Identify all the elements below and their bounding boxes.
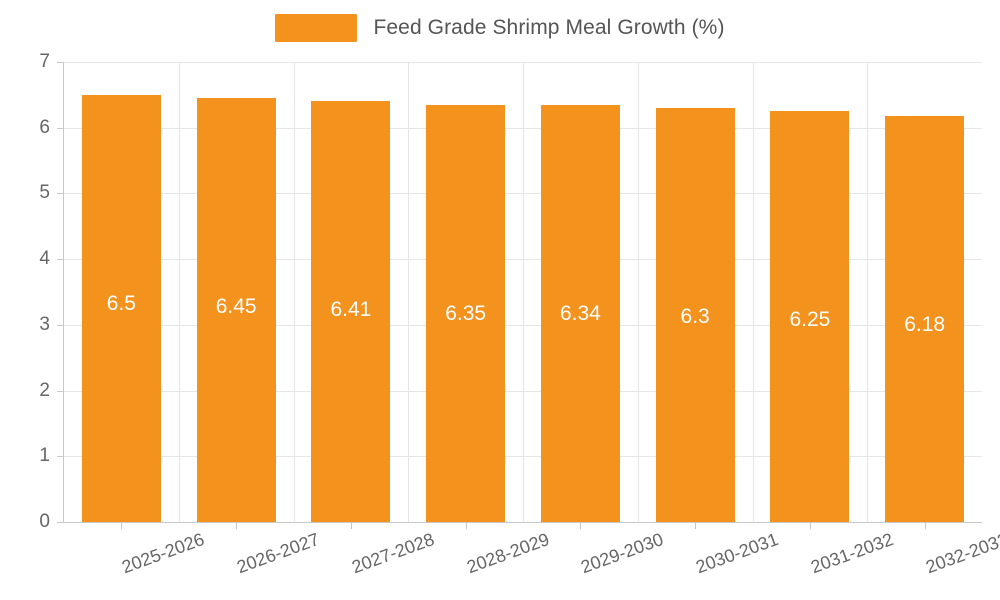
- y-tick-mark: [57, 324, 63, 326]
- y-tick-label: 5: [39, 182, 50, 204]
- bar-series: 6.5 6.45 6.41 6.35 6.34 6.3 6.25 6.18: [64, 62, 982, 522]
- x-label-slot: 2032-2033: [867, 523, 1000, 593]
- x-axis: 2025-2026 2026-2027 2027-2028 2028-2029 2029…: [64, 523, 1000, 593]
- bar-value-label: 6.34: [559, 302, 601, 326]
- y-tick-mark: [57, 62, 63, 63]
- bar-slot: 6.18: [867, 62, 982, 522]
- bar-slot: 6.5: [64, 62, 179, 522]
- y-axis: 0 1 2 3 4 5 6 7: [0, 51, 63, 532]
- x-tick-mark: [236, 523, 238, 529]
- x-label-slot: 2025-2026: [64, 523, 207, 593]
- legend-label-feed-grade-shrimp-meal-growth: Feed Grade Shrimp Meal Growth (%): [373, 16, 725, 39]
- bar-value-label: 6.41: [330, 297, 372, 321]
- bar-slot: 6.3: [638, 62, 753, 522]
- bar-value-label: 6.35: [445, 301, 487, 325]
- x-tick-mark: [924, 523, 926, 529]
- bar[interactable]: 6.18: [885, 115, 965, 522]
- y-tick-mark: [57, 193, 63, 195]
- y-tick-label: 4: [39, 248, 50, 270]
- y-tick-label: 6: [39, 116, 50, 138]
- bar[interactable]: 6.41: [311, 100, 391, 522]
- x-tick-mark: [121, 523, 123, 529]
- y-tick-label: 1: [39, 445, 50, 467]
- x-label-slot: 2028-2029: [408, 523, 552, 593]
- y-tick-mark: [57, 259, 63, 261]
- plot-area: 6.5 6.45 6.41 6.35 6.34 6.3 6.25 6.18: [63, 62, 982, 523]
- bar-value-label: 6.25: [789, 308, 831, 332]
- bar-value-label: 6.45: [215, 295, 257, 319]
- x-tick-mark: [465, 523, 467, 529]
- chart-legend: Feed Grade Shrimp Meal Growth (%): [0, 14, 1000, 42]
- bar-value-label: 6.18: [904, 312, 946, 336]
- y-tick-mark: [57, 522, 63, 523]
- bar[interactable]: 6.35: [426, 104, 506, 522]
- legend-swatch-feed-grade-shrimp-meal-growth: [275, 14, 358, 42]
- x-tick-mark: [809, 523, 811, 529]
- x-label-slot: 2031-2032: [753, 523, 896, 593]
- y-tick-mark: [57, 456, 63, 458]
- y-tick-mark: [57, 127, 63, 129]
- bar-slot: 6.35: [408, 62, 523, 522]
- x-label-slot: 2030-2031: [638, 523, 781, 593]
- bar[interactable]: 6.25: [770, 111, 850, 522]
- x-label-slot: 2029-2030: [523, 523, 666, 593]
- x-label-slot: 2027-2028: [294, 523, 437, 593]
- bar-value-label: 6.5: [106, 291, 136, 315]
- x-tick-mark: [580, 523, 582, 529]
- bar[interactable]: 6.3: [655, 108, 735, 522]
- bar-slot: 6.34: [523, 62, 638, 522]
- bar-slot: 6.25: [753, 62, 868, 522]
- x-tick-mark: [350, 523, 352, 529]
- bar[interactable]: 6.34: [540, 105, 620, 522]
- x-tick-mark: [695, 523, 697, 529]
- bar-slot: 6.45: [179, 62, 294, 522]
- y-tick-label: 3: [39, 313, 50, 335]
- y-tick-label: 7: [39, 51, 50, 72]
- x-tick-label: 2032-2033: [922, 529, 1000, 578]
- x-label-slot: 2026-2027: [179, 523, 322, 593]
- bar[interactable]: 6.45: [196, 98, 276, 522]
- bar-value-label: 6.3: [680, 305, 710, 328]
- y-tick-label: 0: [39, 511, 50, 532]
- bar-slot: 6.41: [294, 62, 409, 522]
- y-tick-label: 2: [39, 379, 50, 401]
- y-tick-mark: [57, 390, 63, 392]
- bar[interactable]: 6.5: [81, 94, 161, 522]
